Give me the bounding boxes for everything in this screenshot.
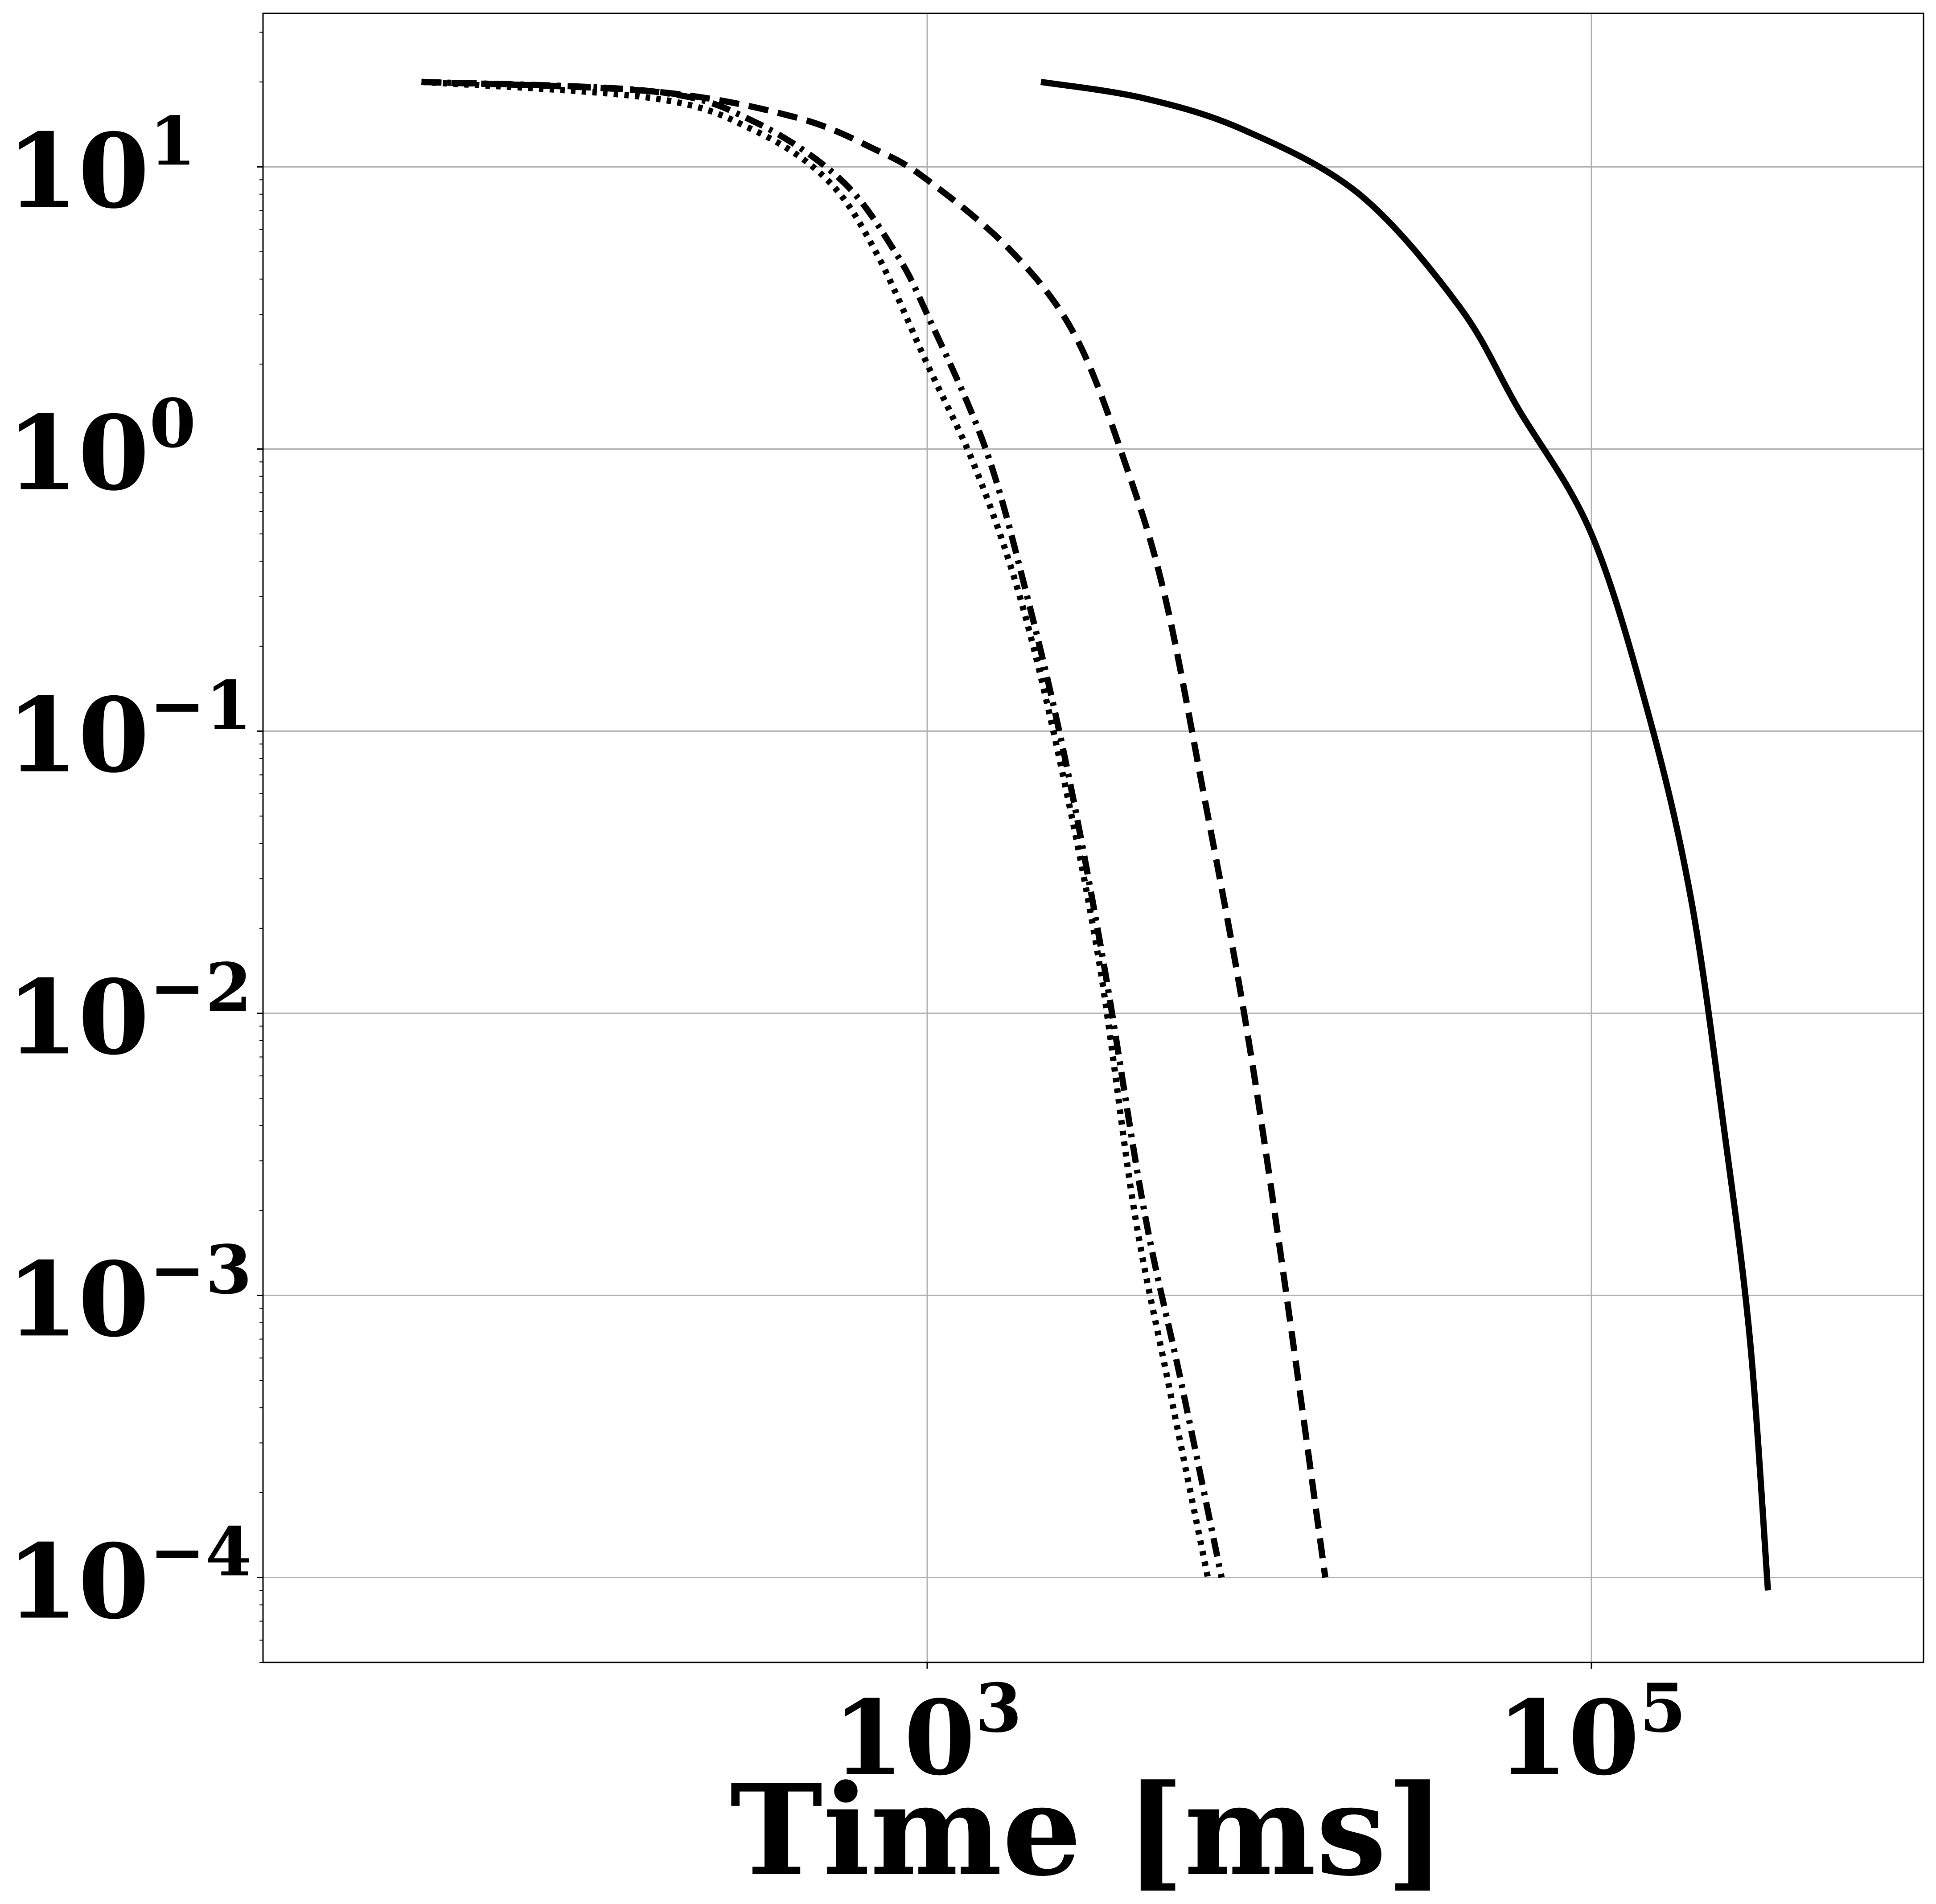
- plot-frame: [262, 12, 1924, 1663]
- y-tick-labels: 101 100 10−1 10−2 10−3 10−4: [7, 102, 252, 1642]
- y-tick-label: 100: [7, 384, 196, 513]
- y-tick-label: 10−2: [7, 948, 252, 1078]
- major-ticks: [257, 166, 1592, 1669]
- y-tick-label: 101: [7, 102, 196, 231]
- y-tick-label: 10−1: [7, 666, 252, 796]
- series-line-1: [1040, 78, 1771, 1591]
- series-line-3: [421, 78, 1225, 1578]
- grid: [263, 13, 1924, 1662]
- series-line-2: [421, 78, 1328, 1578]
- series-line-4: [421, 78, 1211, 1578]
- x-tick-label: 103: [833, 1669, 1022, 1798]
- y-tick-label: 10−4: [7, 1513, 252, 1642]
- x-tick-label: 105: [1497, 1669, 1686, 1798]
- x-tick-labels: 103 105: [833, 1669, 1686, 1798]
- y-tick-label: 10−3: [7, 1231, 252, 1360]
- plot-background: [263, 13, 1924, 1662]
- x-axis-title: Time [ms]: [730, 1757, 1446, 1904]
- series-group: [421, 78, 1771, 1591]
